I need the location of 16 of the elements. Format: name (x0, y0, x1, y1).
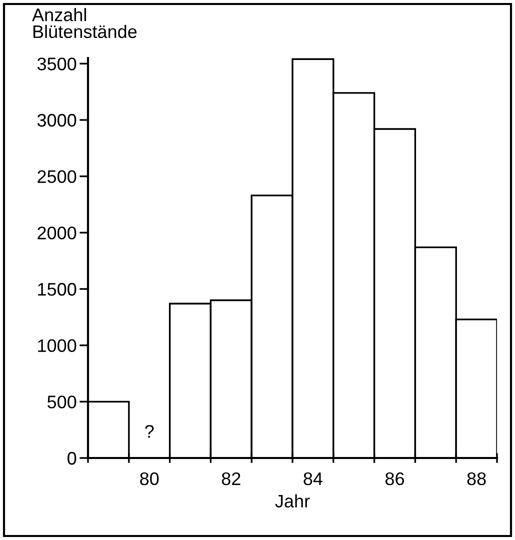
y-axis-title: Anzahl Blütenstände (32, 8, 137, 38)
y-tick-label: 2000 (38, 226, 76, 240)
x-axis-title: Jahr (275, 494, 310, 508)
y-tick-label: 2500 (38, 170, 76, 184)
y-tick-label: 0 (68, 452, 76, 465)
y-tick-label: 1500 (38, 282, 76, 296)
x-tick-label: 84 (304, 472, 322, 486)
x-tick-label: 80 (140, 472, 159, 486)
y-tick-label: 1000 (38, 339, 76, 352)
x-tick-label: 82 (222, 472, 240, 486)
y-tick-label: 3000 (37, 114, 76, 127)
y-tick-label: 500 (47, 396, 76, 408)
y-tick-label: 3500 (37, 58, 76, 70)
annotation: ? (145, 424, 154, 438)
x-tick-label: 86 (385, 472, 404, 486)
x-tick-label: 88 (467, 472, 486, 486)
